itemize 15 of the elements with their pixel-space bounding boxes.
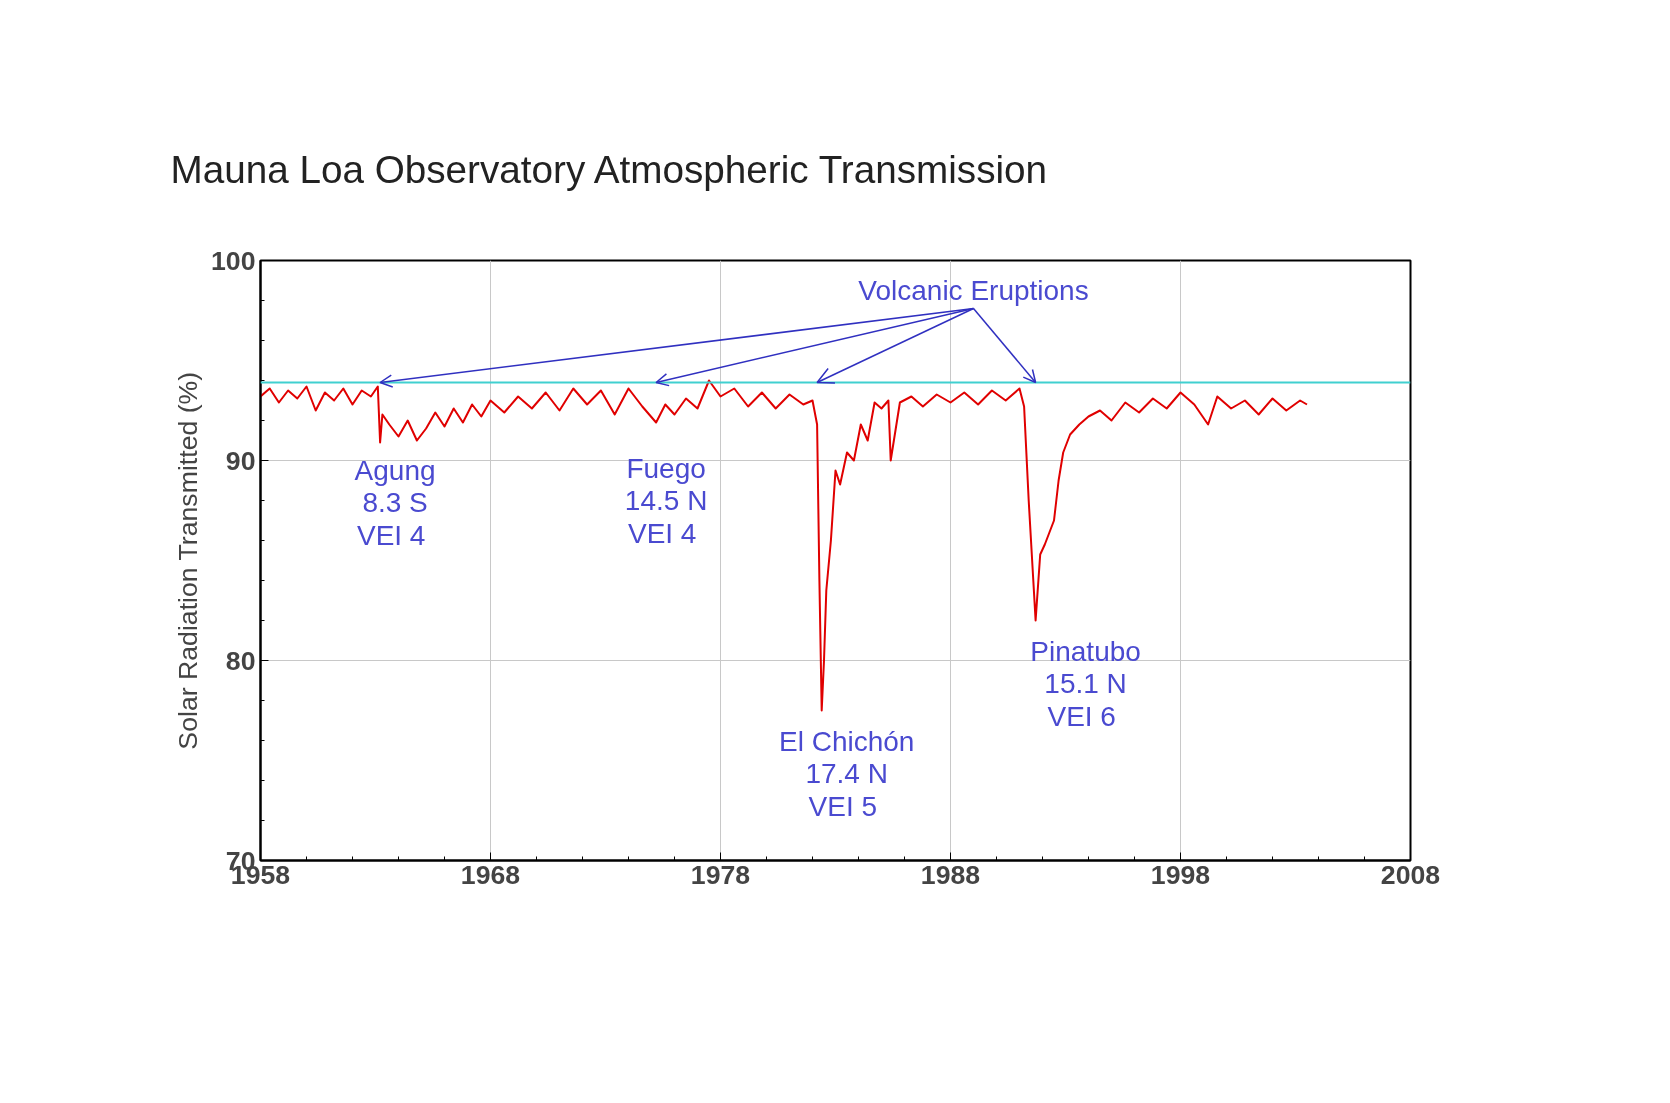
chart-title: Mauna Loa Observatory Atmospheric Transmission	[170, 147, 1048, 191]
y-tick-label: 80	[225, 645, 256, 676]
x-tick-label: 1968	[460, 859, 521, 890]
annotation: Agung 8.3 S VEI 4	[354, 454, 436, 551]
x-tick-label: 1998	[1150, 859, 1211, 890]
x-tick-label: 1978	[690, 859, 751, 890]
annotation: El Chichón 17.4 N VEI 5	[779, 725, 915, 822]
annotation: Volcanic Eruptions	[858, 275, 1089, 306]
annotation: Fuego 14.5 N VEI 4	[624, 452, 708, 549]
y-tick-label: 90	[225, 445, 256, 476]
y-axis-title: Solar Radiation Transmitted (%)	[173, 371, 204, 750]
y-tick-label: 100	[211, 245, 256, 276]
x-tick-label: 2008	[1380, 859, 1441, 890]
x-tick-label: 1988	[920, 859, 981, 890]
annotation: Pinatubo 15.1 N VEI 6	[1030, 635, 1141, 732]
